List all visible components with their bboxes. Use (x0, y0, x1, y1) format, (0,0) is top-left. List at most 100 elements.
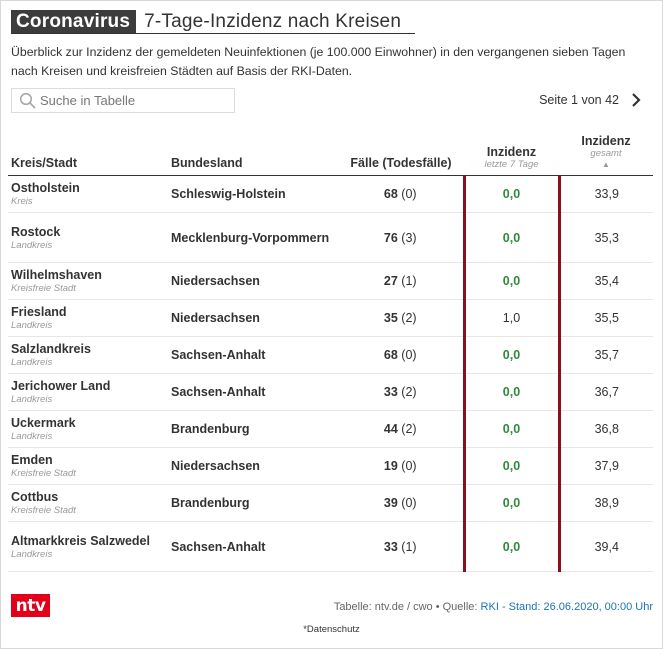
cell-kreis: Rostock Landkreis (8, 212, 168, 263)
cases-value: 39 (383, 496, 398, 510)
column-header-faelle[interactable]: Fälle (Todesfälle) (338, 134, 464, 176)
cell-kreis: Altmarkkreis Salzwedel Landkreis (8, 521, 168, 572)
cell-faelle: 44 (2) (338, 410, 464, 448)
cell-inzidenz-gesamt: 35,7 (559, 336, 653, 374)
kreis-name: Rostock (11, 224, 61, 239)
cell-faelle: 68 (0) (338, 175, 464, 213)
cell-kreis: Uckermark Landkreis (8, 410, 168, 448)
cell-inzidenz-gesamt: 39,4 (559, 521, 653, 572)
kreis-type: Landkreis (11, 357, 53, 368)
next-page-button[interactable] (629, 90, 643, 110)
table-row: Jerichower Land Landkreis Sachsen-Anhalt 33… (8, 373, 653, 411)
cases-value: 19 (383, 459, 398, 473)
kreis-name: Cottbus (11, 490, 59, 504)
column-header-kreis[interactable]: Kreis/Stadt (8, 134, 168, 176)
cell-bundesland: Niedersachsen (168, 262, 338, 300)
kreis-type: Kreis (11, 196, 33, 207)
cell-bundesland: Brandenburg (168, 410, 338, 448)
kreis-type: Landkreis (11, 431, 53, 442)
cell-inzidenz-gesamt: 35,4 (559, 262, 653, 300)
cell-faelle: 76 (3) (338, 212, 464, 263)
cell-inzidenz-7: 0,0 (462, 373, 561, 411)
cell-bundesland: Sachsen-Anhalt (168, 336, 338, 374)
cell-kreis: Friesland Landkreis (8, 299, 168, 337)
column-header-bundesland[interactable]: Bundesland (168, 134, 338, 176)
chevron-right-icon (632, 93, 641, 107)
cell-bundesland: Schleswig-Holstein (168, 175, 338, 213)
cases-value: 27 (383, 274, 398, 288)
cell-inzidenz-7: 0,0 (462, 521, 561, 572)
cell-kreis: Jerichower Land Landkreis (8, 373, 168, 411)
pagination: Seite 1 von 42 (539, 90, 643, 110)
kreis-name: Emden (11, 453, 53, 467)
deaths-value: (0) (401, 187, 417, 201)
cell-inzidenz-gesamt: 35,3 (559, 212, 653, 263)
cell-inzidenz-gesamt: 36,7 (559, 373, 653, 411)
cell-kreis: Ostholstein Kreis (8, 175, 168, 213)
deaths-value: (0) (401, 459, 417, 473)
privacy-link[interactable]: *Datenschutz (303, 624, 360, 635)
kreis-type: Landkreis (11, 548, 53, 560)
kreis-type: Kreisfreie Stadt (11, 468, 76, 479)
cell-kreis: Cottbus Kreisfreie Stadt (8, 484, 168, 522)
column-header-inzidenz-gesamt-label: Inzidenz (581, 134, 631, 148)
cases-value: 68 (383, 348, 398, 362)
cell-inzidenz-gesamt: 35,5 (559, 299, 653, 337)
deaths-value: (2) (401, 311, 417, 325)
kreis-name: Friesland (11, 305, 67, 319)
intro-text: Überblick zur Inzidenz der gemeldeten Ne… (11, 45, 626, 78)
cell-bundesland: Sachsen-Anhalt (168, 521, 338, 572)
table-row: Emden Kreisfreie Stadt Niedersachsen 19 (0)… (8, 447, 653, 485)
cell-kreis: Wilhelmshaven Kreisfreie Stadt (8, 262, 168, 300)
title-bar: Coronavirus 7-Tage-Inzidenz nach Kreisen (11, 10, 415, 34)
kreis-name: Jerichower Land (11, 379, 111, 393)
cell-faelle: 68 (0) (338, 336, 464, 374)
deaths-value: (2) (401, 422, 417, 436)
deaths-value: (1) (401, 274, 417, 288)
page-title: 7-Tage-Inzidenz nach Kreisen (144, 11, 402, 32)
table-row: Wilhelmshaven Kreisfreie Stadt Niedersachs… (8, 262, 653, 300)
column-header-inzidenz-gesamt[interactable]: Inzidenz gesamt ▲ (559, 134, 653, 176)
deaths-value: (1) (401, 539, 417, 554)
cell-faelle: 33 (1) (338, 521, 464, 572)
search-box[interactable] (11, 88, 235, 113)
cell-inzidenz-7: 0,0 (462, 175, 561, 213)
source-prefix: Tabelle: ntv.de / cwo • Quelle: (333, 601, 481, 613)
column-header-inzidenz-7-label: Inzidenz (486, 145, 537, 159)
table-row: Friesland Landkreis Niedersachsen 35 (2) 1,0… (8, 299, 653, 337)
kicker-label: Coronavirus (11, 10, 137, 33)
deaths-value: (0) (401, 496, 417, 510)
table-row: Altmarkkreis Salzwedel Landkreis Sachsen-A… (8, 521, 653, 572)
cell-inzidenz-7: 0,0 (462, 212, 561, 263)
cell-faelle: 19 (0) (338, 447, 464, 485)
kreis-type: Landkreis (11, 320, 53, 331)
cell-faelle: 33 (2) (338, 373, 464, 411)
source-link[interactable]: RKI - Stand: 26.06.2020, 00:00 Uhr (480, 601, 653, 613)
column-header-inzidenz-7-sub: letzte 7 Tage (484, 159, 539, 170)
cell-faelle: 35 (2) (338, 299, 464, 337)
cell-kreis: Emden Kreisfreie Stadt (8, 447, 168, 485)
kreis-type: Kreisfreie Stadt (11, 505, 76, 516)
cell-inzidenz-7: 0,0 (462, 410, 561, 448)
cases-value: 44 (383, 422, 398, 436)
cell-inzidenz-gesamt: 37,9 (559, 447, 653, 485)
cell-inzidenz-7: 0,0 (462, 336, 561, 374)
cell-bundesland: Mecklenburg-Vorpommern (168, 212, 338, 263)
cell-faelle: 27 (1) (338, 262, 464, 300)
cases-value: 35 (383, 311, 398, 325)
column-header-inzidenz-7[interactable]: Inzidenz letzte 7 Tage (464, 134, 559, 176)
kreis-name: Wilhelmshaven (11, 268, 102, 282)
ntv-logo[interactable]: ntv (11, 594, 50, 617)
cases-value: 68 (383, 187, 398, 201)
table-row: Ostholstein Kreis Schleswig-Holstein 68 (0)… (8, 175, 653, 213)
kreis-type: Landkreis (11, 239, 53, 251)
deaths-value: (0) (401, 348, 417, 362)
cell-bundesland: Brandenburg (168, 484, 338, 522)
cases-value: 33 (383, 385, 398, 399)
search-input[interactable] (40, 93, 230, 108)
cell-inzidenz-gesamt: 38,9 (559, 484, 653, 522)
cell-inzidenz-7: 0,0 (462, 262, 561, 300)
table-header-row: Kreis/Stadt Bundesland Fälle (Todesfälle… (8, 134, 653, 176)
cell-inzidenz-7: 0,0 (462, 447, 561, 485)
cell-kreis: Salzlandkreis Landkreis (8, 336, 168, 374)
